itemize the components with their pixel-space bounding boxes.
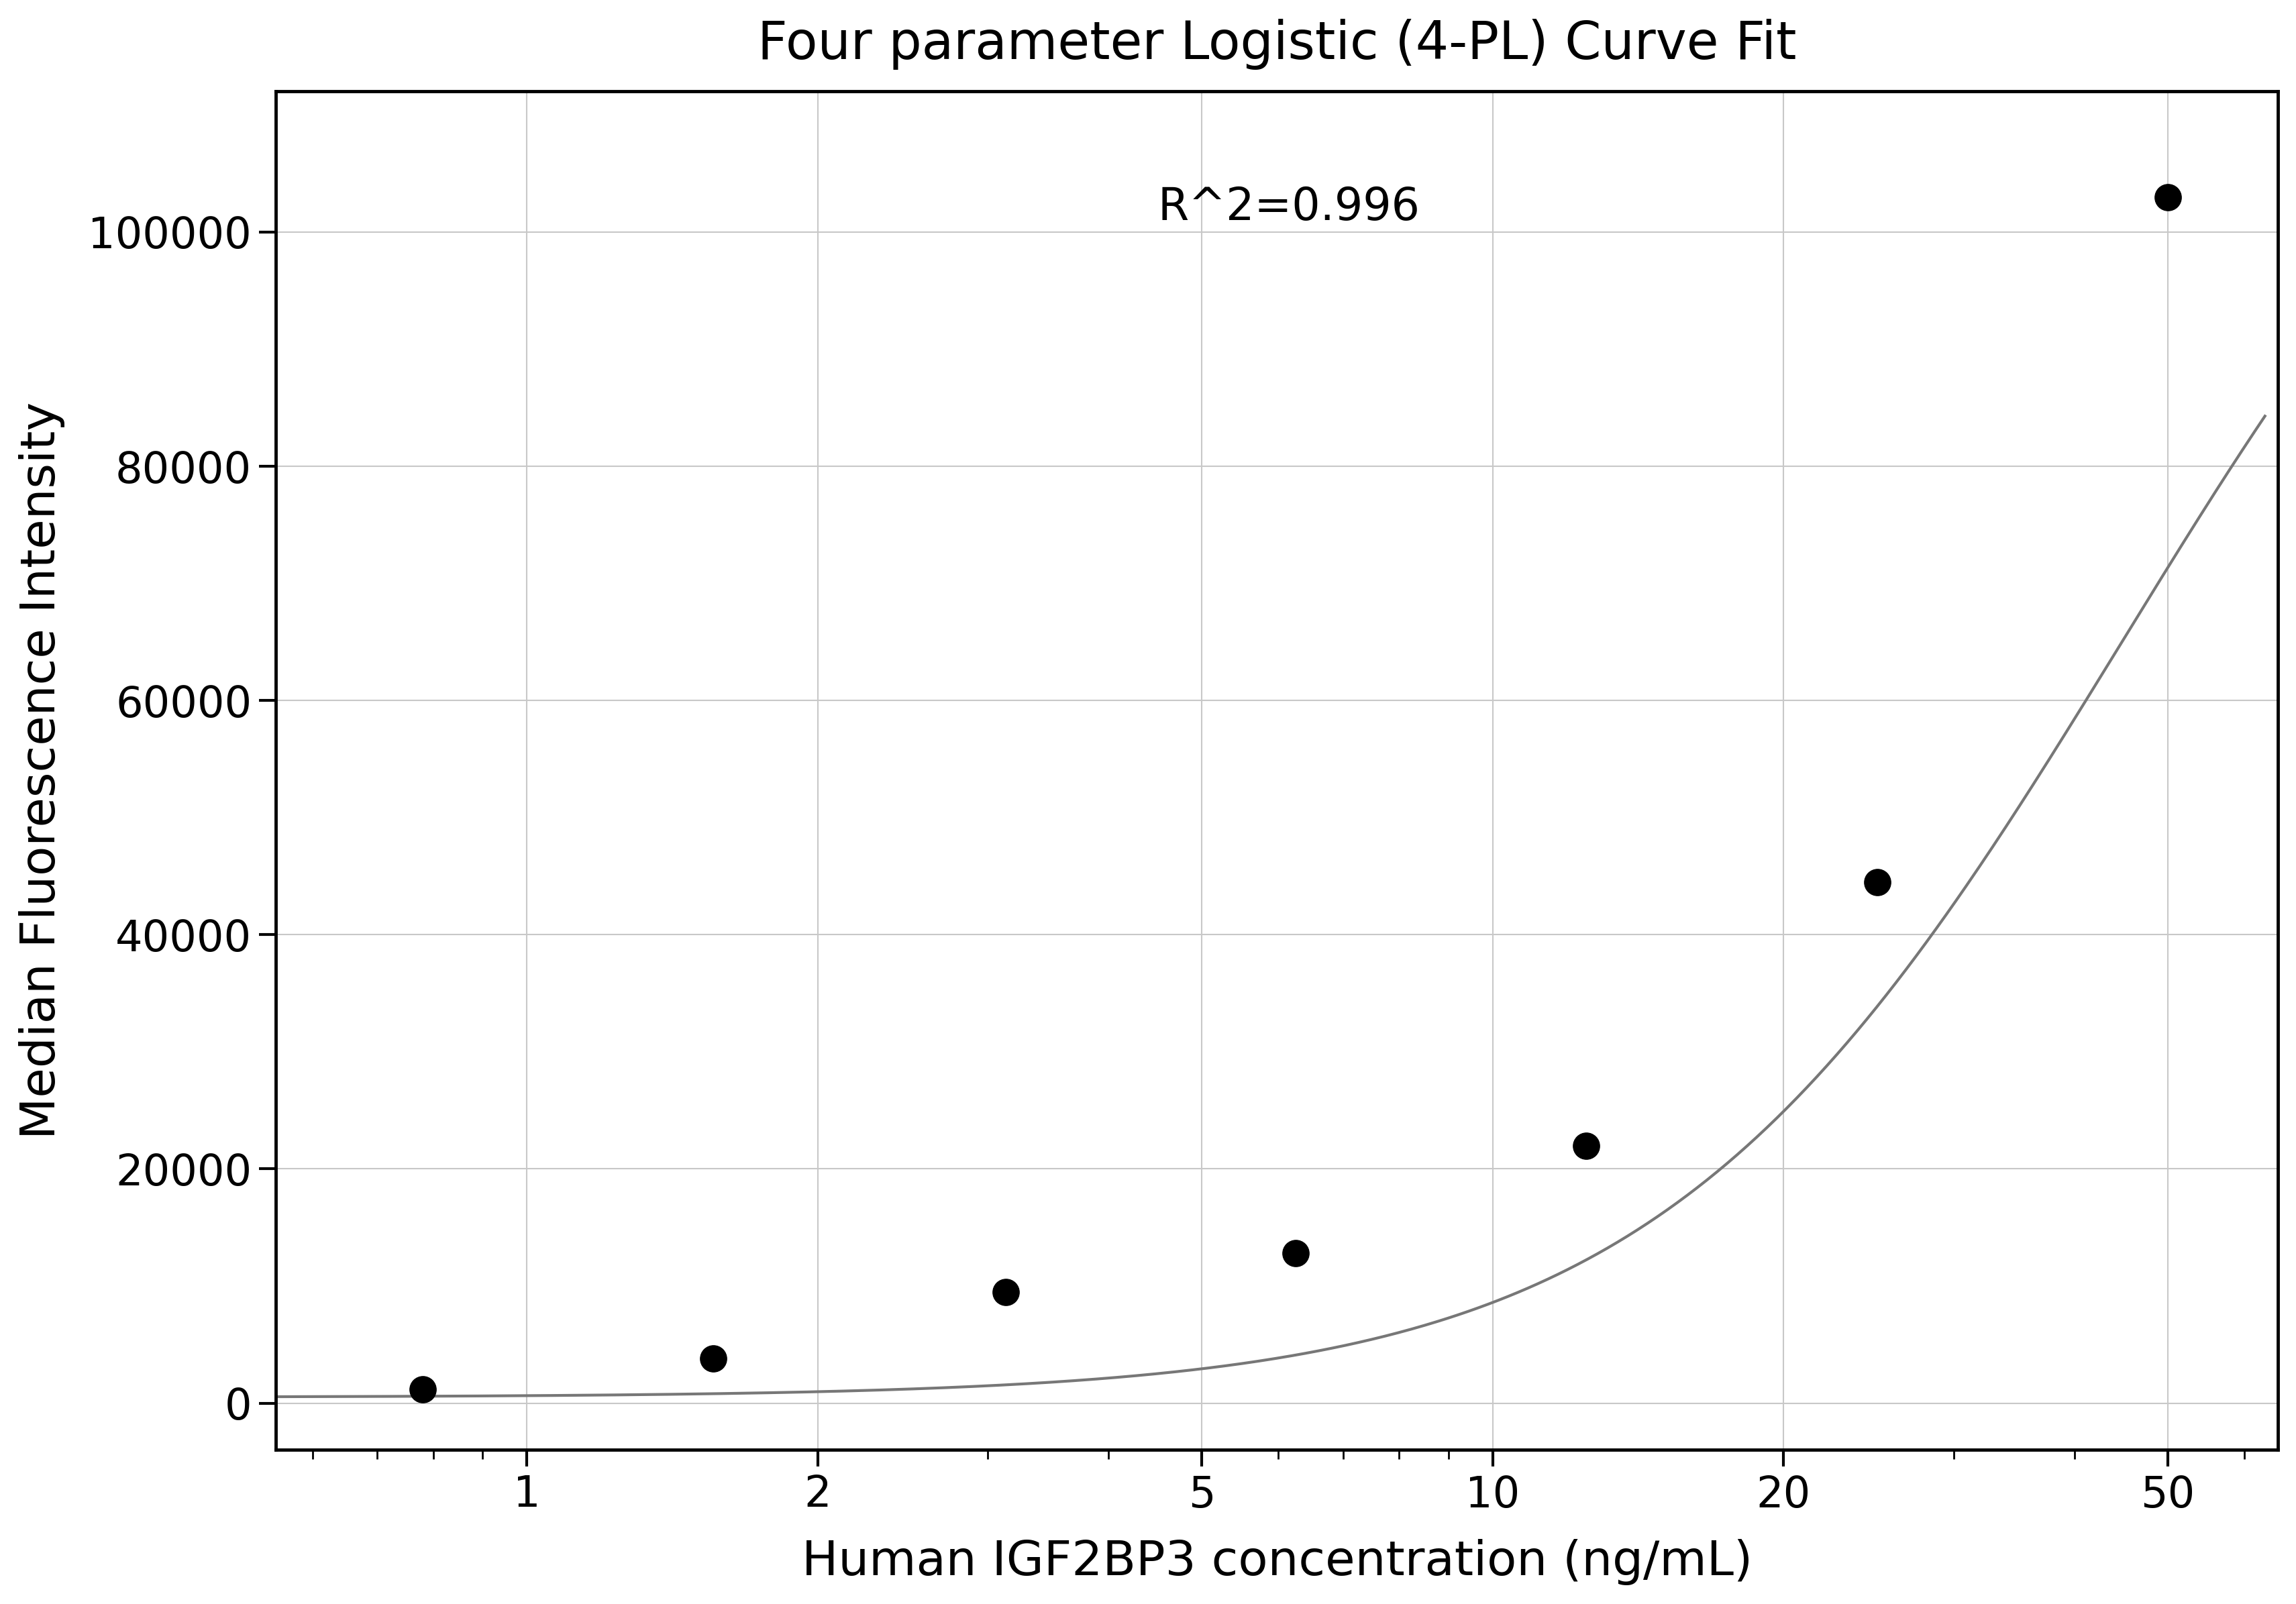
Point (696, 1346, 732, 1371)
Point (987, 1278, 1024, 1304)
Point (1857, 869, 1894, 895)
Point (1277, 1240, 1313, 1266)
X-axis label: Human IGF2BP3 concentration (ng/mL): Human IGF2BP3 concentration (ng/mL) (801, 1540, 1752, 1585)
Title: Four parameter Logistic (4-PL) Curve Fit: Four parameter Logistic (4-PL) Curve Fit (758, 19, 1795, 69)
Y-axis label: Median Fluorescence Intensity: Median Fluorescence Intensity (18, 403, 64, 1139)
Text: R^2=0.996: R^2=0.996 (1157, 186, 1419, 229)
Point (404, 1376, 441, 1402)
Point (1568, 1132, 1605, 1158)
Point (2149, 184, 2186, 210)
